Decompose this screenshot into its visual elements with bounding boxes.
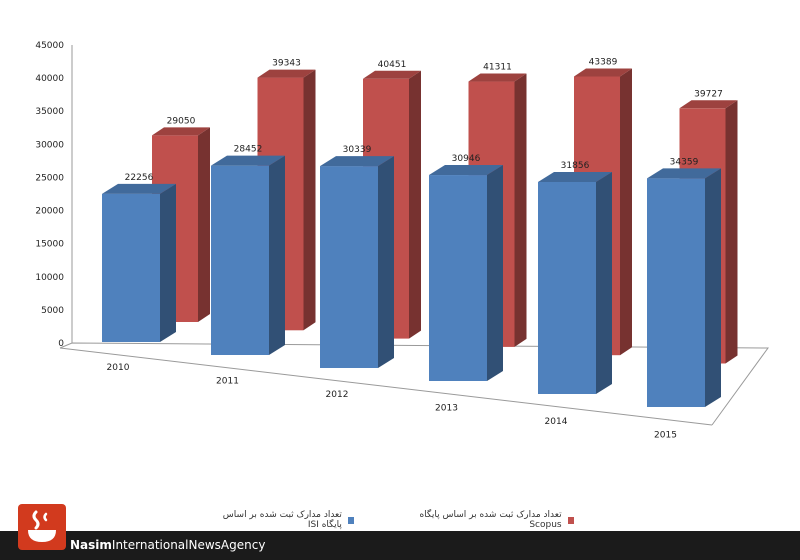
isi-bar-2011-side xyxy=(269,155,285,355)
y-tick-label: 35000 xyxy=(35,107,64,117)
isi-bar-2014-top xyxy=(538,171,612,182)
nasim-logo xyxy=(18,504,66,550)
isi-bar-2014-side xyxy=(596,171,612,394)
isi-bar-2012-label: 30339 xyxy=(343,145,372,155)
footer-bar xyxy=(0,531,800,560)
isi-bar-2012-face xyxy=(320,166,378,368)
scopus-bar-2010-top xyxy=(152,127,210,136)
isi-bar-2015-top xyxy=(647,168,721,179)
x-tick-label: 2014 xyxy=(545,417,568,427)
scopus-bar-2015-top xyxy=(679,100,738,109)
y-tick-label: 10000 xyxy=(35,273,64,283)
brand-name-rest: InternationalNewsAgency xyxy=(111,538,266,552)
isi-bar-2010-face xyxy=(102,193,160,342)
scopus-bar-2014-side xyxy=(620,68,632,356)
y-tick-label: 0 xyxy=(58,339,64,349)
scopus-bar-2013-side xyxy=(514,73,527,347)
scopus-bar-2014-top xyxy=(574,68,632,77)
isi-bar-2013-label: 30946 xyxy=(452,154,481,164)
floor-outline xyxy=(59,342,769,426)
scopus-bar-2010-label: 29050 xyxy=(167,116,196,126)
isi-bar-2014-face xyxy=(538,181,596,394)
scopus-bar-2013-label: 41311 xyxy=(483,63,512,73)
isi-bar-2015-side xyxy=(705,168,721,407)
legend-item-scopus: تعداد مدارک ثبت شده بر اساس پایگاه Scopu… xyxy=(400,510,580,530)
x-axis-labels: 2010 2011 2012 2013 2014 2015 xyxy=(107,363,677,441)
isi-bar-2011-top xyxy=(211,155,285,166)
chart-axes xyxy=(59,45,769,426)
isi-bar-2012-top xyxy=(320,156,394,167)
y-tick-label: 20000 xyxy=(35,207,64,217)
scopus-bar-2013-top xyxy=(468,73,527,82)
isi-bar-2010-top xyxy=(102,183,176,194)
y-tick-label: 25000 xyxy=(35,173,64,183)
x-tick-label: 2010 xyxy=(107,363,130,373)
legend-swatch-scopus xyxy=(567,516,574,524)
scopus-bar-2011-label: 39343 xyxy=(272,59,301,69)
scopus-bar-2014-label: 43389 xyxy=(589,57,618,67)
y-tick-label: 5000 xyxy=(41,306,64,316)
isi-bar-2015-label: 34359 xyxy=(670,157,699,167)
scopus-bar-2012-side xyxy=(409,70,421,339)
isi-bar-2013-face xyxy=(429,175,487,381)
scopus-bar-2015-label: 39727 xyxy=(694,89,723,99)
bar-chart: 0 5000 10000 15000 20000 25000 30000 35000 40000… xyxy=(35,41,769,441)
y-tick-label: 15000 xyxy=(35,240,64,250)
legend-item-isi: تعداد مدارک ثبت شده بر اساس پایگاه ISI xyxy=(200,510,360,530)
scopus-bar-2011-top xyxy=(257,69,316,78)
y-tick-label: 45000 xyxy=(35,41,64,51)
scopus-bar-2010-side xyxy=(198,127,210,322)
legend-label-scopus: تعداد مدارک ثبت شده بر اساس پایگاه Scopu… xyxy=(419,510,562,530)
y-tick-label: 30000 xyxy=(35,140,64,150)
scopus-bar-2012-label: 40451 xyxy=(378,60,407,70)
x-tick-label: 2011 xyxy=(216,377,239,387)
isi-bar-2013-side xyxy=(487,165,503,381)
scopus-bar-2015-side xyxy=(725,100,738,364)
logo-cup-icon xyxy=(28,510,56,542)
x-tick-label: 2015 xyxy=(654,431,677,441)
isi-bar-2015-face xyxy=(647,178,705,407)
isi-bar-2011-face xyxy=(211,165,269,355)
x-axis-line xyxy=(59,347,713,426)
isi-bar-2012-side xyxy=(378,156,394,368)
legend-label-isi: تعداد مدارک ثبت شده بر اساس پایگاه ISI xyxy=(222,510,342,530)
isi-bar-2014-label: 31856 xyxy=(561,161,590,171)
y-axis-ticks: 0 5000 10000 15000 20000 25000 30000 35000 40000… xyxy=(35,41,64,349)
isi-bars: 22256 28452 30339 30946 31856 34359 xyxy=(102,145,721,407)
isi-bar-2013-top xyxy=(429,165,503,176)
scopus-bar-2012-top xyxy=(363,70,421,79)
brand-name: NasimInternationalNewsAgency xyxy=(70,536,265,554)
x-tick-label: 2012 xyxy=(326,390,349,400)
isi-bar-2010-label: 22256 xyxy=(125,173,154,183)
y-tick-label: 40000 xyxy=(35,74,64,84)
brand-name-bold: Nasim xyxy=(70,538,112,552)
chart-legend: تعداد مدارک ثبت شده بر اساس پایگاه ISI ت… xyxy=(200,510,620,530)
isi-bar-2011-label: 28452 xyxy=(234,145,263,155)
x-tick-label: 2013 xyxy=(435,404,458,414)
legend-swatch-isi xyxy=(347,516,355,524)
scopus-bar-2011-side xyxy=(303,69,316,331)
isi-bar-2010-side xyxy=(160,183,176,342)
